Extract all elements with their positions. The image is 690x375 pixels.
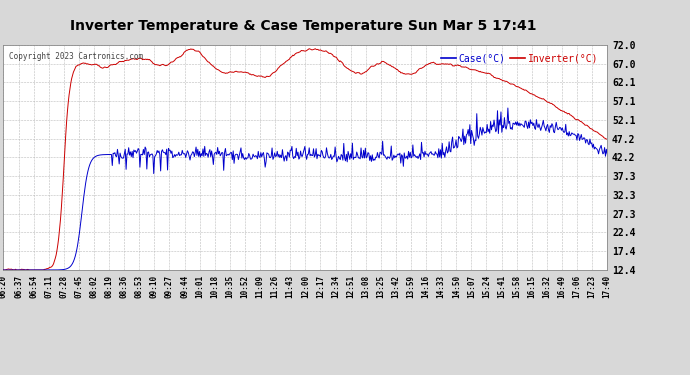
Text: Copyright 2023 Cartronics.com: Copyright 2023 Cartronics.com	[10, 52, 144, 61]
Text: Inverter Temperature & Case Temperature Sun Mar 5 17:41: Inverter Temperature & Case Temperature …	[70, 19, 537, 33]
Legend: Case(°C), Inverter(°C): Case(°C), Inverter(°C)	[437, 50, 602, 68]
